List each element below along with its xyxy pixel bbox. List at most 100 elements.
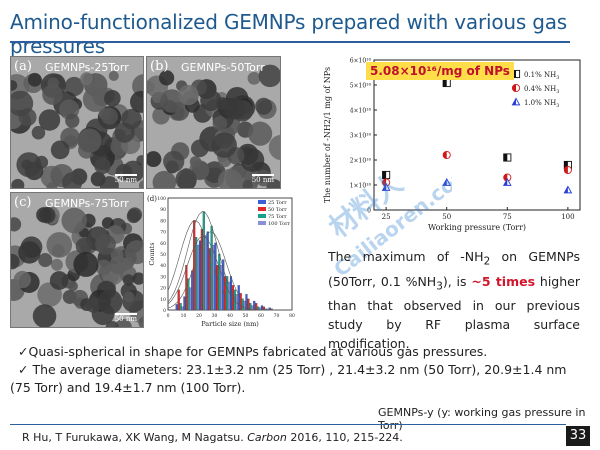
hist-y-tick-label: 60 bbox=[160, 241, 166, 247]
data-point-fill bbox=[512, 70, 516, 78]
hist-bar bbox=[208, 248, 211, 311]
hist-series-2 bbox=[179, 211, 267, 311]
tem-particle bbox=[211, 132, 237, 158]
tem-particle bbox=[104, 89, 121, 107]
panel-name-b: GEMNPs-50Torr bbox=[181, 61, 265, 74]
tem-particle bbox=[95, 234, 116, 255]
tem-particle bbox=[223, 97, 246, 120]
tem-image-75torr: (c) GEMNPs-75Torr 50 nm bbox=[10, 192, 144, 328]
hist-legend-swatch-2 bbox=[258, 214, 266, 218]
tem-particle bbox=[160, 89, 184, 113]
tem-particle bbox=[11, 253, 20, 270]
data-point-fill bbox=[382, 171, 387, 179]
tem-particle bbox=[101, 217, 114, 230]
scale-bar-a bbox=[115, 174, 137, 176]
tem-particles-a bbox=[11, 57, 143, 188]
bullet-1-text: Quasi-spherical in shape for GEMNPs fabr… bbox=[28, 344, 488, 359]
tem-particle bbox=[255, 97, 273, 115]
tem-particle bbox=[105, 320, 119, 327]
x-tick-label: 50 bbox=[442, 213, 451, 221]
legend-marker-2 bbox=[511, 97, 521, 106]
tem-particle bbox=[130, 90, 143, 113]
tem-particle bbox=[50, 258, 63, 271]
tem-particle bbox=[126, 209, 141, 224]
hist-panel-label: (d) bbox=[147, 195, 157, 203]
panel-name-a: GEMNPs-25Torr bbox=[45, 61, 129, 74]
hist-legend-swatch-3 bbox=[258, 221, 266, 225]
panel-label-b: (b) bbox=[150, 59, 169, 74]
hist-bar bbox=[177, 289, 180, 311]
tem-particle bbox=[94, 157, 111, 175]
legend-label-subscript: 3 bbox=[556, 75, 559, 81]
hist-y-tick-label: 50 bbox=[160, 252, 166, 258]
x-tick-label: 75 bbox=[503, 213, 512, 221]
tem-particle bbox=[95, 259, 112, 276]
hist-bar bbox=[251, 305, 254, 311]
hist-legend-label-1: 50 Torr bbox=[268, 207, 287, 213]
desc-emphasis: ~5 times bbox=[471, 273, 536, 289]
hist-x-tick-label: 50 bbox=[243, 313, 249, 319]
plot-frame bbox=[373, 59, 581, 211]
y-axis-label: The number of -NH2/1 mg of NPs bbox=[323, 67, 332, 203]
hist-y-axis-label: Counts bbox=[148, 242, 156, 265]
hist-bar bbox=[204, 235, 207, 311]
tem-particle bbox=[122, 160, 143, 183]
hist-x-axis-label: Particle size (nm) bbox=[201, 320, 259, 328]
particle-size-histogram: (d) 0 10 20 30 40 50 60 70 80 90 100 0 10 20 30 40 50 60 70… bbox=[146, 192, 296, 332]
result-description: The maximum of -NH2 on GEMNPs (50Torr, 0… bbox=[328, 247, 580, 353]
check-icon: ✓ bbox=[18, 362, 29, 377]
hist-bar bbox=[214, 242, 217, 311]
hist-legend-label-2: 75 Torr bbox=[268, 214, 287, 220]
tem-particle bbox=[62, 172, 83, 188]
tem-particle bbox=[152, 170, 177, 188]
tem-particle bbox=[147, 151, 162, 168]
tem-particle bbox=[114, 122, 135, 143]
tem-particles-b bbox=[147, 57, 280, 188]
slide-title: Amino-functionalized GEMNPs prepared wit… bbox=[10, 10, 567, 58]
hist-x-tick-label: 10 bbox=[181, 313, 187, 319]
desc-part2: on GEMNPs (50Torr, 0.1 %NH bbox=[328, 249, 580, 289]
hist-x-tick-label: 60 bbox=[258, 313, 264, 319]
hist-bar bbox=[227, 281, 231, 311]
hist-legend-label-3: 100 Torr bbox=[268, 221, 290, 227]
hist-bar bbox=[193, 220, 196, 311]
scale-label-b: 50 nm bbox=[251, 176, 274, 184]
tem-particle bbox=[99, 176, 119, 188]
tem-particle bbox=[247, 71, 261, 85]
hist-bar bbox=[179, 303, 182, 311]
hist-x-tick-label: 0 bbox=[167, 313, 170, 319]
legend-label-subscript: 3 bbox=[556, 89, 559, 95]
tem-particle bbox=[268, 134, 280, 160]
check-icon: ✓ bbox=[18, 344, 29, 359]
bullet-2-continuation: (75 Torr) and 19.4±1.7 nm (100 Torr). bbox=[10, 380, 246, 395]
panel-label-c: (c) bbox=[14, 195, 32, 210]
data-point-fill bbox=[443, 79, 447, 87]
hist-legend-swatch-1 bbox=[258, 207, 266, 211]
tem-particle bbox=[97, 289, 123, 315]
y-tick-label: 3×10¹⁶ bbox=[350, 133, 372, 140]
hist-bar bbox=[187, 278, 190, 311]
tem-particle bbox=[175, 168, 197, 188]
scale-bar-b bbox=[252, 174, 274, 176]
tem-particle bbox=[101, 107, 118, 125]
tem-particle bbox=[39, 207, 56, 224]
desc-part4: higher than that observed in our previou… bbox=[328, 273, 580, 352]
hist-y-tick-label: 40 bbox=[160, 263, 166, 269]
hist-bar bbox=[210, 225, 213, 311]
x-tick-label: 25 bbox=[382, 213, 391, 221]
legend-marker-1 bbox=[511, 83, 521, 93]
tem-particle bbox=[38, 109, 61, 131]
tem-particles-c bbox=[11, 193, 143, 327]
tem-particle bbox=[65, 113, 80, 128]
tem-particle bbox=[240, 148, 265, 172]
title-divider bbox=[10, 41, 570, 43]
x-axis-label: Working pressure (Torr) bbox=[428, 223, 526, 232]
data-point-fill bbox=[512, 98, 516, 105]
reference-divider bbox=[10, 424, 566, 425]
hist-bar bbox=[255, 303, 258, 311]
data-point-fill bbox=[503, 153, 508, 162]
desc-sub1: 2 bbox=[483, 255, 491, 268]
hist-series-3 bbox=[181, 235, 269, 311]
hist-legend-swatch-0 bbox=[258, 200, 266, 204]
desc-part1: The maximum of -NH bbox=[328, 249, 484, 264]
